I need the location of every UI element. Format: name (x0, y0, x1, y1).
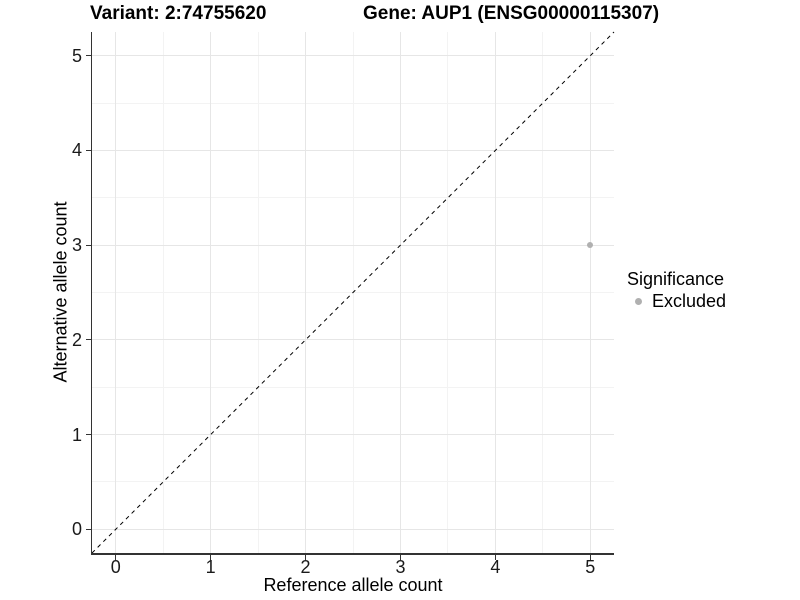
grid-major-horizontal (92, 149, 614, 151)
y-axis-label: Alternative allele count (50, 201, 71, 383)
grid-major-horizontal (92, 528, 614, 530)
plot-panel (91, 31, 615, 554)
x-axis-tick (305, 554, 307, 560)
grid-major-vertical (494, 32, 496, 553)
identity-dashed-line (91, 31, 615, 554)
x-tick-label: 2 (300, 557, 311, 577)
plot-title-variant: Variant: 2:74755620 (90, 3, 267, 24)
grid-major-horizontal (92, 244, 614, 246)
y-axis-tick (85, 149, 91, 151)
grid-minor-horizontal (92, 197, 614, 199)
grid-major-vertical (399, 32, 401, 553)
grid-major-horizontal (92, 339, 614, 341)
y-axis-tick (85, 55, 91, 57)
grid-major-vertical (305, 32, 307, 553)
grid-major-vertical (210, 32, 212, 553)
identity-line-layer (91, 31, 615, 554)
y-tick-label: 5 (71, 45, 82, 66)
y-axis-tick (85, 244, 91, 246)
y-tick-label: 1 (71, 424, 82, 445)
grid-major-vertical (115, 32, 117, 553)
x-tick-label: 3 (395, 557, 406, 577)
x-axis-tick (115, 554, 117, 560)
legend-key (631, 294, 645, 308)
grid-minor-horizontal (92, 386, 614, 388)
x-tick-label: 0 (110, 557, 121, 577)
y-tick-label: 3 (71, 235, 82, 256)
y-tick-label: 0 (71, 519, 82, 540)
legend-title: Significance (627, 269, 725, 289)
legend: Significance Excluded (627, 269, 726, 311)
x-axis-tick (210, 554, 212, 560)
legend-entry-label: Excluded (652, 290, 727, 311)
x-axis-label: Reference allele count (263, 575, 443, 595)
grid-major-horizontal (92, 55, 614, 57)
legend-entry-excluded: Excluded (627, 291, 726, 311)
y-axis-tick (85, 528, 91, 530)
plot-title-gene: Gene: AUP1 (ENSG00000115307) (363, 3, 660, 24)
grid-major-horizontal (92, 434, 614, 436)
y-tick-label: 4 (71, 140, 82, 161)
x-axis-line (90, 553, 614, 555)
data-point (587, 242, 594, 249)
x-tick-label: 1 (205, 557, 216, 577)
x-axis-tick (494, 554, 496, 560)
y-axis-line (90, 32, 92, 554)
grid-minor-horizontal (92, 481, 614, 483)
x-axis-tick (589, 554, 591, 560)
x-tick-label: 4 (490, 557, 501, 577)
x-axis-tick (399, 554, 401, 560)
y-axis-tick (85, 434, 91, 436)
grid-minor-horizontal (92, 102, 614, 104)
y-axis-tick (85, 339, 91, 341)
x-tick-label: 5 (585, 557, 596, 577)
excluded-point-icon (634, 297, 642, 305)
grid-major-vertical (589, 32, 591, 553)
y-tick-label: 2 (71, 329, 82, 350)
